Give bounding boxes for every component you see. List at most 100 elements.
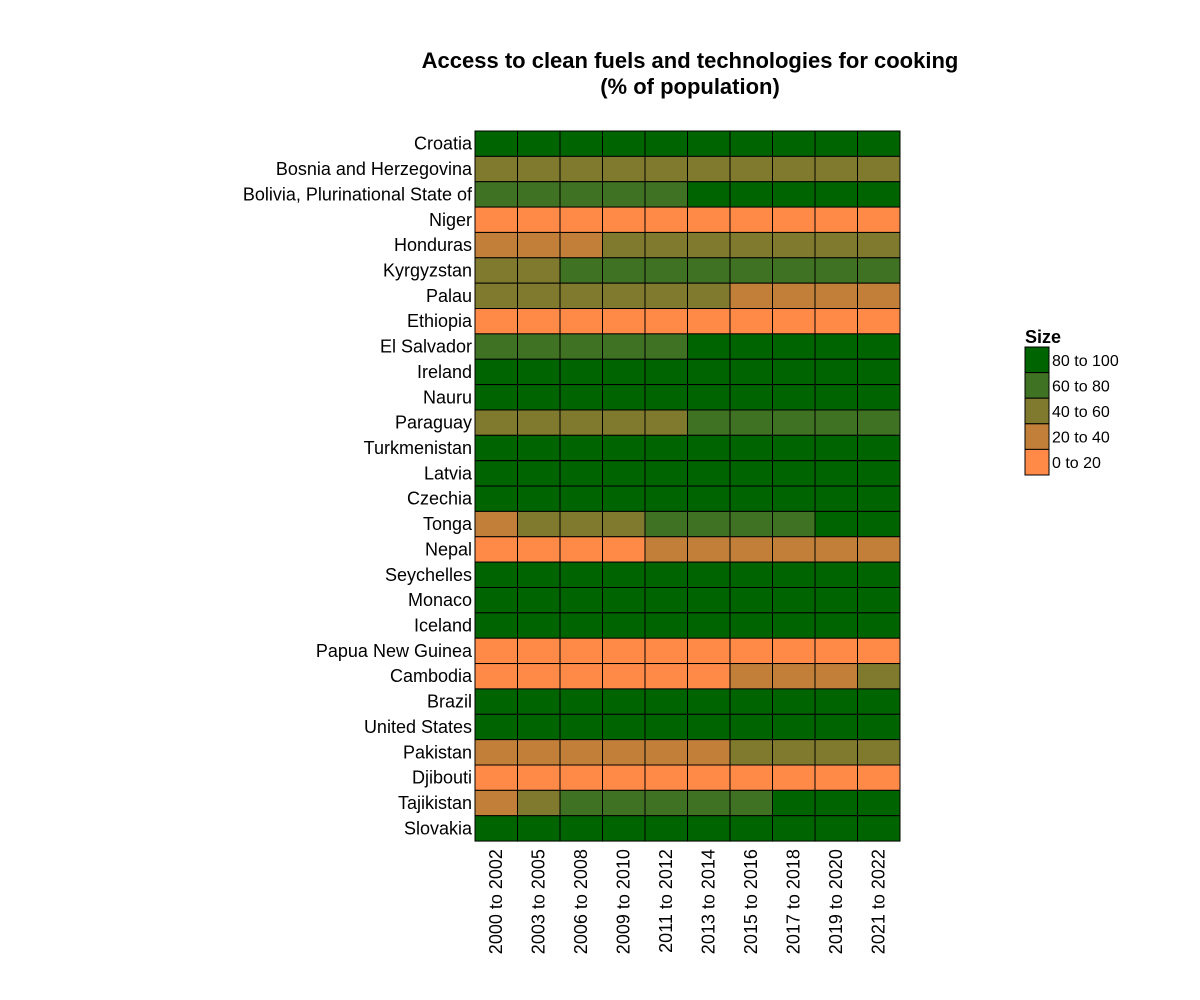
row-label: Slovakia <box>404 818 473 838</box>
heatmap-cell <box>772 561 816 588</box>
heatmap-cell <box>772 815 816 842</box>
heatmap-cell <box>644 460 688 487</box>
row-label: Bosnia and Herzegovina <box>276 159 473 179</box>
row-label: Papua New Guinea <box>316 641 473 661</box>
heatmap-cell <box>517 663 561 690</box>
heatmap-cell <box>474 409 518 436</box>
heatmap-cell <box>772 713 816 741</box>
heatmap-cell <box>644 536 688 563</box>
legend-label: 20 to 40 <box>1052 430 1110 447</box>
heatmap-cell <box>857 358 901 386</box>
chart-title: Access to clean fuels and technologies f… <box>290 48 1090 100</box>
heatmap-cell <box>814 434 858 462</box>
heatmap-cell <box>687 485 731 512</box>
row-label: Tajikistan <box>398 793 472 813</box>
heatmap-cell <box>772 282 816 310</box>
heatmap-cell <box>729 130 773 157</box>
heatmap-cell <box>602 612 646 639</box>
heatmap-cell <box>772 739 816 766</box>
heatmap-cell <box>474 764 518 791</box>
heatmap-cell <box>602 510 646 538</box>
chart-title-line-1: Access to clean fuels and technologies f… <box>421 48 959 73</box>
heatmap-cell <box>772 586 816 614</box>
heatmap-cell <box>687 764 731 791</box>
heatmap-cell <box>602 485 646 512</box>
heatmap-cell <box>814 815 858 842</box>
row-label: Ireland <box>417 362 472 382</box>
heatmap-cell <box>687 333 731 360</box>
heatmap-cell <box>729 333 773 360</box>
heatmap-cell <box>474 181 518 208</box>
column-label: 2015 to 2016 <box>741 849 761 954</box>
heatmap-cell <box>602 688 646 715</box>
heatmap-cell <box>687 231 731 259</box>
heatmap-cell <box>517 434 561 462</box>
row-label: Seychelles <box>385 565 472 585</box>
heatmap-cell <box>857 789 901 817</box>
heatmap-cell <box>517 612 561 639</box>
heatmap-cell <box>517 282 561 310</box>
legend-key <box>1024 346 1050 374</box>
heatmap-cell <box>517 231 561 259</box>
heatmap-cell <box>857 181 901 208</box>
heatmap-cell <box>517 688 561 715</box>
heatmap-cell <box>602 561 646 588</box>
heatmap-cell <box>772 308 816 335</box>
heatmap-cell <box>729 231 773 259</box>
heatmap-cell <box>644 384 688 411</box>
heatmap-cell <box>814 155 858 183</box>
legend-label: 40 to 60 <box>1052 404 1110 421</box>
heatmap-cell <box>474 536 518 563</box>
heatmap-cell <box>474 586 518 614</box>
heatmap-cell <box>602 713 646 741</box>
heatmap-cell <box>687 282 731 310</box>
heatmap-cell <box>559 561 603 588</box>
row-label: Nauru <box>423 387 472 407</box>
heatmap-cell <box>602 663 646 690</box>
row-label: Palau <box>426 286 472 306</box>
heatmap-cell <box>602 308 646 335</box>
heatmap-cell <box>687 612 731 639</box>
heatmap-cell <box>814 612 858 639</box>
heatmap-cell <box>602 739 646 766</box>
heatmap-cell <box>772 485 816 512</box>
row-label: Croatia <box>414 134 473 154</box>
heatmap-cell <box>857 460 901 487</box>
heatmap-cell <box>559 663 603 690</box>
heatmap-cell <box>729 764 773 791</box>
heatmap-cell <box>602 536 646 563</box>
heatmap-cell <box>729 485 773 512</box>
heatmap-cell <box>602 206 646 233</box>
heatmap-cell <box>857 333 901 360</box>
heatmap-cell <box>644 561 688 588</box>
heatmap-cell <box>772 231 816 259</box>
heatmap-cell <box>687 181 731 208</box>
heatmap-cell <box>474 155 518 183</box>
heatmap-cell <box>644 155 688 183</box>
heatmap-cell <box>602 384 646 411</box>
heatmap-cell <box>857 815 901 842</box>
heatmap-cell <box>602 586 646 614</box>
heatmap-cell <box>644 282 688 310</box>
heatmap-cell <box>517 739 561 766</box>
legend-label: 80 to 100 <box>1052 353 1119 370</box>
heatmap-cell <box>559 764 603 791</box>
heatmap-cell <box>517 333 561 360</box>
heatmap-cell <box>517 789 561 817</box>
heatmap-cell <box>857 434 901 462</box>
heatmap-cell <box>857 409 901 436</box>
heatmap-cell <box>644 257 688 284</box>
heatmap-cell <box>602 155 646 183</box>
heatmap-cell <box>474 257 518 284</box>
heatmap-cell <box>644 358 688 386</box>
heatmap-cell <box>729 510 773 538</box>
heatmap-cell <box>474 510 518 538</box>
heatmap-cell <box>857 485 901 512</box>
heatmap-cell <box>729 713 773 741</box>
heatmap-cell <box>474 561 518 588</box>
heatmap-cell <box>814 308 858 335</box>
heatmap-cell <box>814 384 858 411</box>
heatmap-cell <box>729 663 773 690</box>
heatmap-cell <box>559 815 603 842</box>
heatmap-cell <box>517 510 561 538</box>
